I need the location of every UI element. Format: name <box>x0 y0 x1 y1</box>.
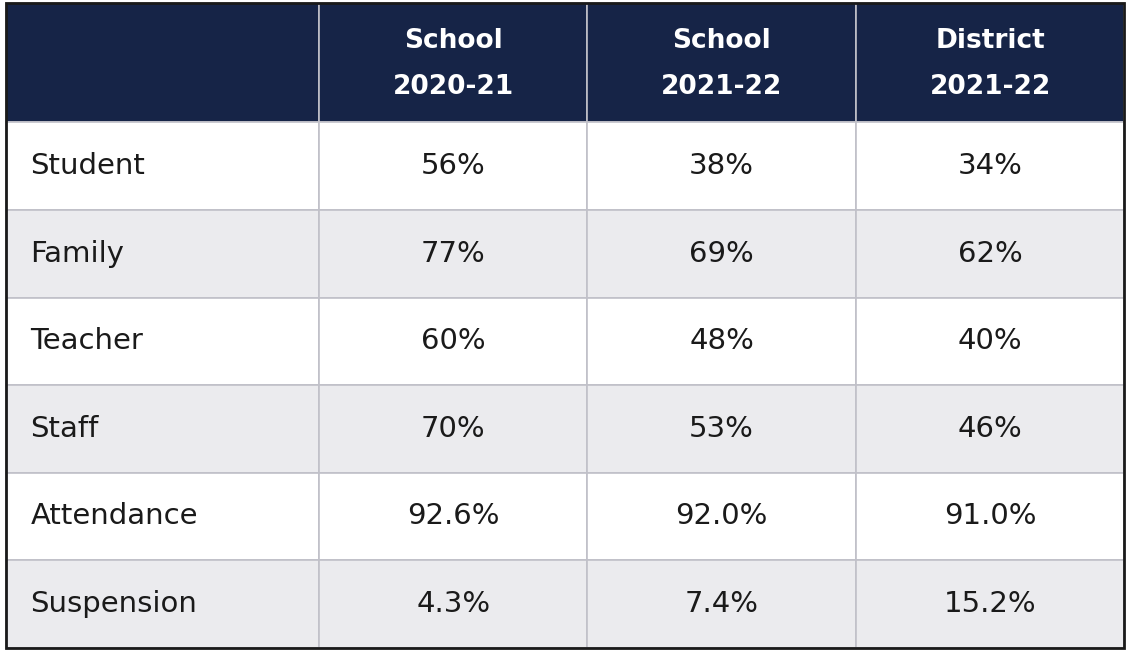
Bar <box>855 385 1124 473</box>
Text: 91.0%: 91.0% <box>944 503 1036 531</box>
Text: 40%: 40% <box>958 327 1023 355</box>
Bar <box>855 298 1124 385</box>
Bar <box>6 298 319 385</box>
Text: 48%: 48% <box>689 327 754 355</box>
Bar <box>319 385 588 473</box>
Bar <box>855 210 1124 298</box>
Text: 2020-21: 2020-21 <box>392 74 514 100</box>
Text: 46%: 46% <box>958 415 1023 443</box>
Text: Attendance: Attendance <box>31 503 198 531</box>
Text: 92.6%: 92.6% <box>407 503 499 531</box>
Bar <box>588 298 855 385</box>
Text: Staff: Staff <box>31 415 99 443</box>
Bar <box>6 3 319 122</box>
Bar <box>319 473 588 561</box>
Bar <box>319 122 588 210</box>
Bar <box>6 473 319 561</box>
Bar <box>319 298 588 385</box>
Text: 4.3%: 4.3% <box>416 590 490 618</box>
Bar <box>588 561 855 648</box>
Bar <box>855 561 1124 648</box>
Bar <box>6 122 319 210</box>
Bar <box>588 3 855 122</box>
Bar <box>588 122 855 210</box>
Bar <box>319 3 588 122</box>
Bar <box>6 210 319 298</box>
Bar <box>588 473 855 561</box>
Text: 34%: 34% <box>957 152 1023 180</box>
Text: 62%: 62% <box>958 240 1023 268</box>
Bar <box>6 385 319 473</box>
Bar <box>855 473 1124 561</box>
Text: 7.4%: 7.4% <box>685 590 758 618</box>
Text: Family: Family <box>31 240 124 268</box>
Text: Student: Student <box>31 152 146 180</box>
Text: 56%: 56% <box>420 152 486 180</box>
Bar <box>319 210 588 298</box>
Bar <box>6 561 319 648</box>
Bar <box>855 3 1124 122</box>
Bar <box>855 122 1124 210</box>
Text: District: District <box>936 29 1045 55</box>
Bar <box>588 210 855 298</box>
Text: 53%: 53% <box>689 415 754 443</box>
Text: 60%: 60% <box>420 327 486 355</box>
Bar <box>319 561 588 648</box>
Text: School: School <box>403 29 503 55</box>
Text: 92.0%: 92.0% <box>676 503 767 531</box>
Text: Suspension: Suspension <box>31 590 198 618</box>
Text: 2021-22: 2021-22 <box>930 74 1051 100</box>
Text: 70%: 70% <box>420 415 486 443</box>
Text: School: School <box>672 29 771 55</box>
Text: 15.2%: 15.2% <box>944 590 1036 618</box>
Text: 38%: 38% <box>689 152 754 180</box>
Bar <box>588 385 855 473</box>
Text: Teacher: Teacher <box>31 327 144 355</box>
Text: 69%: 69% <box>689 240 754 268</box>
Text: 77%: 77% <box>420 240 486 268</box>
Text: 2021-22: 2021-22 <box>661 74 782 100</box>
